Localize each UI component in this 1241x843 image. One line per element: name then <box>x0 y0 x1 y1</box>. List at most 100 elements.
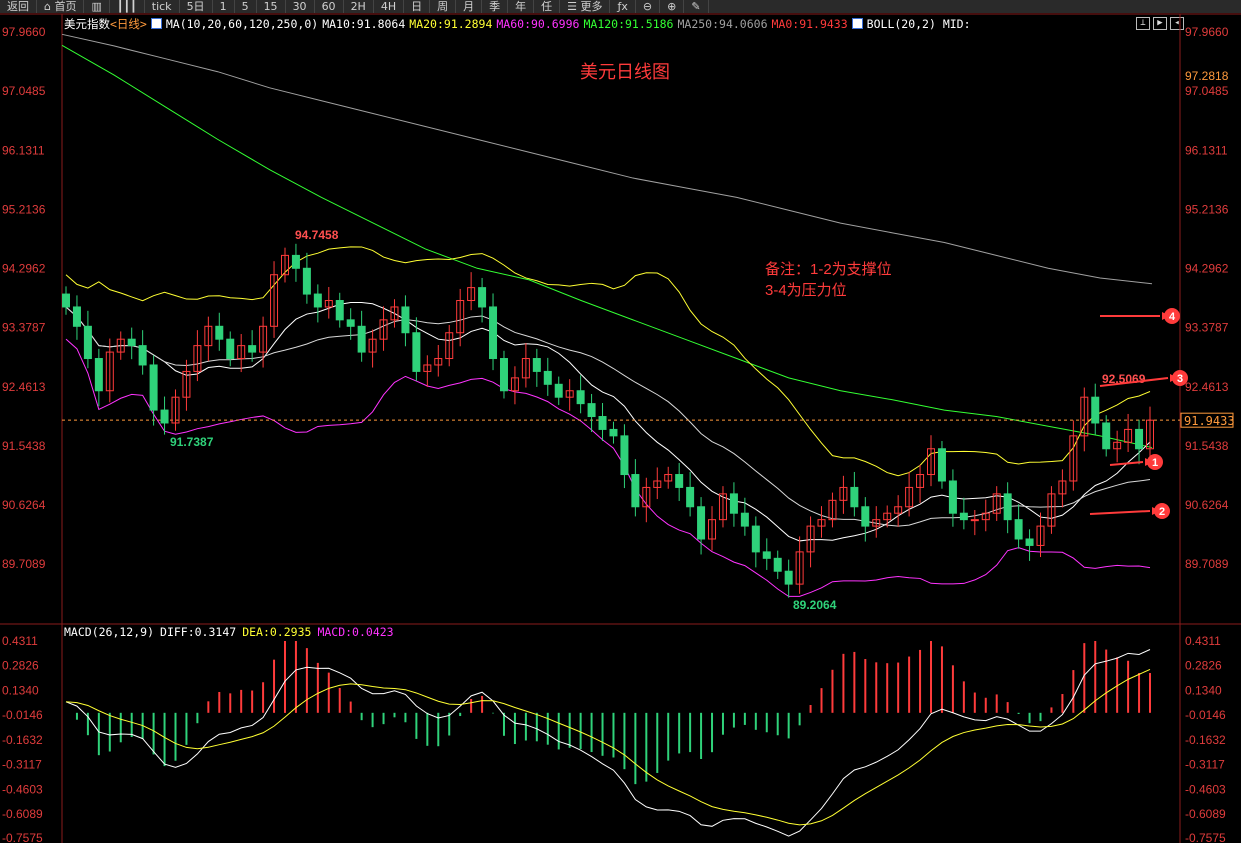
candle-body <box>686 486 695 508</box>
candle-body <box>1091 396 1100 424</box>
marker-circle <box>1172 370 1188 386</box>
note-line-1: 备注：1-2为支撑位 <box>765 261 892 278</box>
toolbar-item-19[interactable]: ☰ 更多 <box>560 0 611 13</box>
candle-body <box>105 351 114 392</box>
candle-body <box>653 480 662 488</box>
candle-body <box>620 435 629 476</box>
toolbar-item-20[interactable]: ƒx <box>610 0 636 13</box>
indicator-header: 美元指数 <日线> MA(10,20,60,120,250,0) MA10:91… <box>64 17 971 31</box>
toolbar-item-15[interactable]: 月 <box>456 0 483 13</box>
diff-line <box>65 649 1151 837</box>
marker-circle <box>1147 454 1163 470</box>
right-price-tick: 97.0485 <box>1185 84 1229 98</box>
left-macd-tick: -0.7575 <box>2 831 43 843</box>
candle-body <box>718 493 727 521</box>
marker-circle <box>1154 503 1170 519</box>
toolbar-item-6[interactable]: 1 <box>213 0 235 13</box>
candle-body <box>1102 422 1111 450</box>
dea-line <box>65 668 1151 826</box>
candle-body <box>1080 396 1089 437</box>
candle-body <box>631 474 640 508</box>
toolbar-item-17[interactable]: 年 <box>508 0 535 13</box>
candle-body <box>346 319 355 327</box>
candle-body <box>160 409 169 424</box>
candle-body <box>609 428 618 437</box>
toolbar-item-16[interactable]: 季 <box>482 0 509 13</box>
candle-body <box>379 319 388 340</box>
macd-header: MACD(26,12,9) DIFF:0.3147 DEA:0.2935 MAC… <box>64 625 394 639</box>
candle-body <box>390 306 399 321</box>
right-price-tick: 89.7089 <box>1185 557 1229 571</box>
toolbar-item-5[interactable]: 5日 <box>180 0 213 13</box>
candle-body <box>1135 428 1144 450</box>
candle-body <box>521 358 530 379</box>
left-price-tick: 92.4613 <box>2 380 46 394</box>
toolbar-item-1[interactable]: ⌂ 首页 <box>37 0 85 13</box>
candle-body <box>959 512 968 521</box>
boll-settings-icon[interactable] <box>851 18 863 29</box>
candle-body <box>981 512 990 521</box>
toolbar-item-18[interactable]: 任 <box>534 0 561 13</box>
boll-params[interactable]: BOLL(20,2) MID: <box>866 17 971 31</box>
candle-body <box>499 358 508 392</box>
left-price-tick: 97.0485 <box>2 84 46 98</box>
right-macd-tick: 0.1340 <box>1185 683 1222 697</box>
macd-params[interactable]: MACD(26,12,9) <box>64 625 155 639</box>
candle-body <box>532 358 541 372</box>
toolbar-item-23[interactable]: ✎ <box>684 0 709 13</box>
candle-body <box>905 486 914 508</box>
candle-body <box>489 306 498 360</box>
toolbar-item-13[interactable]: 日 <box>404 0 431 13</box>
toolbar-item-11[interactable]: 2H <box>344 0 374 13</box>
left-price-tick: 93.3787 <box>2 321 46 335</box>
toolbar-item-14[interactable]: 周 <box>430 0 457 13</box>
right-macd-tick: -0.3117 <box>1185 758 1225 772</box>
toolbar-item-9[interactable]: 30 <box>286 0 315 13</box>
candle-body <box>83 325 92 360</box>
marker-circle <box>1164 308 1180 324</box>
candle-body <box>543 370 552 385</box>
low-label-left: 91.7387 <box>170 435 214 449</box>
toolbar-item-7[interactable]: 5 <box>235 0 257 13</box>
indicator-settings-icon[interactable] <box>150 18 162 29</box>
left-price-tick: 89.7089 <box>2 557 46 571</box>
zoom-in-chart-icon[interactable]: ⊥ <box>1136 17 1150 30</box>
candle-body <box>401 306 410 334</box>
candle-body <box>215 325 224 340</box>
candle-body <box>171 396 180 424</box>
toolbar-item-8[interactable]: 15 <box>257 0 286 13</box>
candle-body <box>598 416 607 430</box>
marker-arrow-2 <box>1089 510 1151 515</box>
candle-body <box>423 364 432 372</box>
play-icon[interactable]: ▶ <box>1153 17 1167 30</box>
candle-body <box>817 519 826 527</box>
candle-body <box>226 338 235 360</box>
left-price-tick: 94.2962 <box>2 262 46 276</box>
candle-body <box>510 377 519 392</box>
toolbar-item-21[interactable]: ⊖ <box>636 0 661 13</box>
right-price-tick: 94.2962 <box>1185 262 1229 276</box>
toolbar-item-3[interactable]: ┃┃┃ <box>110 0 145 13</box>
boll-lower-line <box>65 338 1151 597</box>
collapse-icon[interactable]: ◂ <box>1170 17 1184 30</box>
boll-mid-line <box>65 306 1151 527</box>
toolbar-item-22[interactable]: ⊕ <box>660 0 685 13</box>
arrow-head <box>1152 507 1160 515</box>
toolbar-item-2[interactable]: ▥ <box>84 0 110 13</box>
toolbar-item-12[interactable]: 4H <box>374 0 405 13</box>
candle-body <box>839 486 848 501</box>
toolbar-item-4[interactable]: tick <box>145 0 180 13</box>
right-price-tick: 93.3787 <box>1185 321 1229 335</box>
ma-params[interactable]: MA(10,20,60,120,250,0) <box>165 17 319 31</box>
toolbar-item-0[interactable]: 返回 <box>0 0 37 13</box>
toolbar-item-10[interactable]: 60 <box>315 0 344 13</box>
candle-body <box>697 506 706 540</box>
right-macd-tick: 0.2826 <box>1185 659 1222 673</box>
ma60-value: MA60:90.6996 <box>496 17 580 31</box>
candle-body <box>937 448 946 482</box>
low-label: 89.2064 <box>793 598 837 612</box>
candle-body <box>368 338 377 353</box>
candle-body <box>1047 493 1056 527</box>
period-label[interactable]: <日线> <box>110 17 147 31</box>
